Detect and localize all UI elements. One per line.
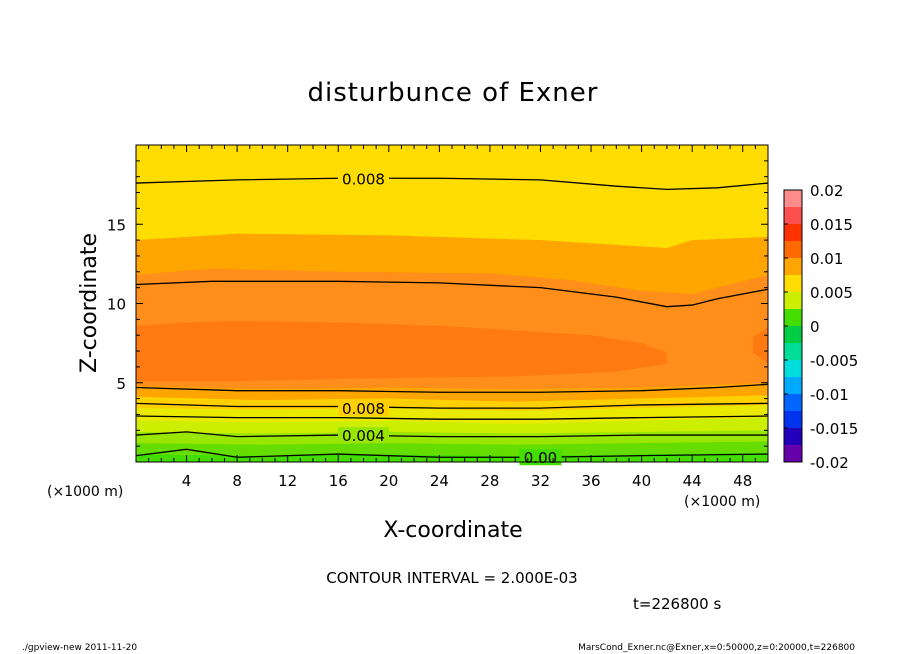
contour-label-bg-1 [338,400,390,417]
field-region-4 [136,395,768,412]
time-label: t=226800 s [633,595,721,613]
colorbar-band-0 [784,190,802,207]
contour-line-3 [136,402,768,409]
colorbar-label-6: -0.01 [810,386,849,404]
colorbar-band-11 [784,377,802,394]
colorbar-band-8 [784,326,802,343]
colorbar-band-5 [784,275,802,292]
colorbar: 0.02 0.015 0.01 0.005 0 -0.005 -0.01 -0.015 -0.0… [783,182,858,472]
field-region-2 [136,320,667,382]
field-region-5 [136,404,768,424]
x-tick-label: 48 [733,472,752,490]
colorbar-band-7 [784,309,802,326]
field-region-6 [136,417,768,434]
x-tick-label: 20 [379,472,398,490]
x-tick-label: 28 [480,472,499,490]
colorbar-label-7: -0.015 [810,420,858,438]
y-unit-label: (×1000 m) [47,484,123,500]
x-tick-label: 40 [632,472,651,490]
colorbar-label-2: 0.01 [810,250,843,268]
contour-label-1: 0.008 [342,400,385,418]
colorbar-band-14 [784,428,802,445]
field-region-8 [136,441,768,456]
x-tick-label: 16 [329,472,348,490]
x-tick-label: 24 [430,472,449,490]
x-tick-label: 12 [278,472,297,490]
contour-line-0 [136,177,768,191]
x-axis-label: X-coordinate [383,518,522,543]
contour-interval-label: CONTOUR INTERVAL = 2.000E-03 [326,569,577,587]
colorbar-band-3 [784,241,802,258]
footer-right: MarsCond_Exner.nc@Exner,x=0:50000,z=0:20… [578,643,855,653]
colorbar-band-9 [784,343,802,360]
colorbar-band-15 [784,445,802,462]
footer-left: ./gpview-new 2011-11-20 [22,643,137,653]
x-tick-label: 4 [182,472,192,490]
colorbar-band-6 [784,292,802,309]
colorbar-label-8: -0.02 [810,454,849,472]
colorbar-band-10 [784,360,802,377]
chart-title: disturbunce of Exner [308,78,599,108]
x-tick-label: 32 [531,472,550,490]
y-axis-label: Z-coordinate [77,233,102,373]
field-region-7 [136,430,768,445]
contour-line-1 [136,280,768,308]
field [136,145,768,462]
x-unit-label: (×1000 m) [684,494,760,510]
contour-line-2 [136,383,768,393]
field-region-3 [752,327,768,364]
x-tick-label: 36 [581,472,600,490]
contour-label-2: 0.004 [342,427,385,445]
colorbar-label-1: 0.015 [810,216,853,234]
colorbar-band-1 [784,207,802,224]
y-tick-label: 15 [107,216,126,234]
contour-label-bg-2 [338,427,390,444]
y-tick-label: 10 [107,296,126,314]
colorbar-label-3: 0.005 [810,284,853,302]
colorbar-band-2 [784,224,802,241]
colorbar-label-0: 0.02 [810,182,843,200]
colorbar-label-4: 0 [810,318,820,336]
colorbar-band-12 [784,394,802,411]
contour-label-0: 0.008 [342,170,385,188]
colorbar-band-13 [784,411,802,428]
colorbar-band-4 [784,258,802,275]
x-tick-label: 44 [683,472,702,490]
colorbar-label-5: -0.005 [810,352,858,370]
y-tick-label: 5 [116,375,126,393]
contour-line-4 [136,415,768,420]
contour-label-bg-0 [338,170,390,187]
x-tick-label: 8 [232,472,242,490]
